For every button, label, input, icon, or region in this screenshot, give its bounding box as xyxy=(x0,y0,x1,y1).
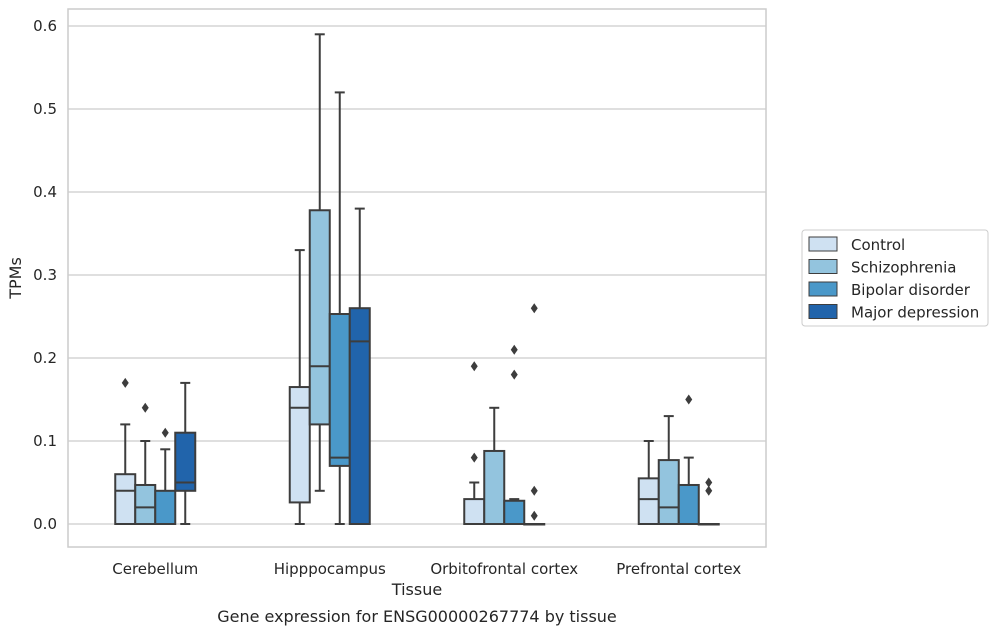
box-body xyxy=(637,477,660,526)
outlier-point xyxy=(705,477,713,488)
box-body xyxy=(308,209,331,426)
x-tick-label: Orbitofrontal cortex xyxy=(430,560,578,578)
y-tick-label: 0.0 xyxy=(33,515,57,533)
box-bipolar-disorder xyxy=(154,427,177,525)
y-tick-labels: 0.0 0.1 0.2 0.3 0.4 0.5 0.6 xyxy=(33,17,57,533)
outlier-point xyxy=(530,510,538,521)
outlier-point xyxy=(510,369,518,380)
box-series xyxy=(114,33,720,526)
box-body xyxy=(657,459,680,525)
box-schizophrenia xyxy=(657,415,680,525)
legend-swatch xyxy=(808,259,838,274)
grid-lines xyxy=(68,25,766,525)
x-tick-label: Cerebellum xyxy=(112,560,198,578)
box-bipolar-disorder xyxy=(328,91,351,525)
y-tick-label: 0.3 xyxy=(33,266,57,284)
outlier-point xyxy=(470,452,478,463)
box-bipolar-disorder xyxy=(677,394,700,525)
legend-frame xyxy=(801,229,989,327)
x-tick-labels: Cerebellum Hipppocampus Orbitofrontal cort… xyxy=(112,560,741,578)
box-bipolar-disorder xyxy=(503,344,526,526)
box-control xyxy=(114,377,137,526)
outlier-point xyxy=(530,485,538,496)
box-body xyxy=(677,483,700,525)
box-body xyxy=(328,313,351,467)
outlier-point xyxy=(705,485,713,496)
x-tick-label: Hipppocampus xyxy=(274,560,386,578)
legend-label: Control xyxy=(851,236,905,254)
legend-swatch xyxy=(808,281,838,297)
outlier-point xyxy=(141,402,149,413)
box-body xyxy=(348,307,371,526)
box-schizophrenia xyxy=(134,402,157,525)
y-tick-label: 0.5 xyxy=(33,100,57,118)
y-tick-label: 0.4 xyxy=(33,183,57,201)
legend-label: Schizophrenia xyxy=(851,259,956,277)
box-body xyxy=(463,498,486,526)
x-axis-label: Tissue xyxy=(391,580,442,599)
plot-area-frame xyxy=(67,8,767,548)
outlier-point xyxy=(530,303,538,314)
box-body xyxy=(288,386,311,504)
legend-swatch xyxy=(808,236,838,252)
box-body xyxy=(154,489,177,525)
legend-label: Bipolar disorder xyxy=(851,281,971,299)
box-major-depression xyxy=(697,477,720,526)
y-tick-label: 0.6 xyxy=(33,17,57,35)
box-body xyxy=(174,431,197,492)
y-axis-label: TPMs xyxy=(6,257,25,300)
box-major-depression xyxy=(523,303,546,526)
outlier-point xyxy=(161,427,169,438)
chart-caption: Gene expression for ENSG00000267774 by t… xyxy=(217,607,617,626)
outlier-point xyxy=(470,361,478,372)
outlier-point xyxy=(685,394,693,405)
outlier-point xyxy=(121,377,129,388)
legend-label: Major depression xyxy=(851,304,979,322)
box-schizophrenia xyxy=(308,33,331,492)
box-body xyxy=(503,499,526,526)
box-control xyxy=(463,361,486,526)
box-control xyxy=(288,249,311,525)
box-schizophrenia xyxy=(483,406,506,525)
box-body xyxy=(114,473,137,526)
y-tick-label: 0.2 xyxy=(33,349,57,367)
box-major-depression xyxy=(174,381,197,525)
outlier-point xyxy=(510,344,518,355)
legend: Control Schizophrenia Bipolar disorder Majo… xyxy=(801,229,989,327)
box-body xyxy=(134,483,157,525)
y-tick-label: 0.1 xyxy=(33,432,57,450)
box-control xyxy=(637,440,660,526)
box-body xyxy=(483,449,506,525)
x-tick-label: Prefrontal cortex xyxy=(616,560,741,578)
legend-swatch xyxy=(808,304,838,319)
box-major-depression xyxy=(348,207,371,526)
